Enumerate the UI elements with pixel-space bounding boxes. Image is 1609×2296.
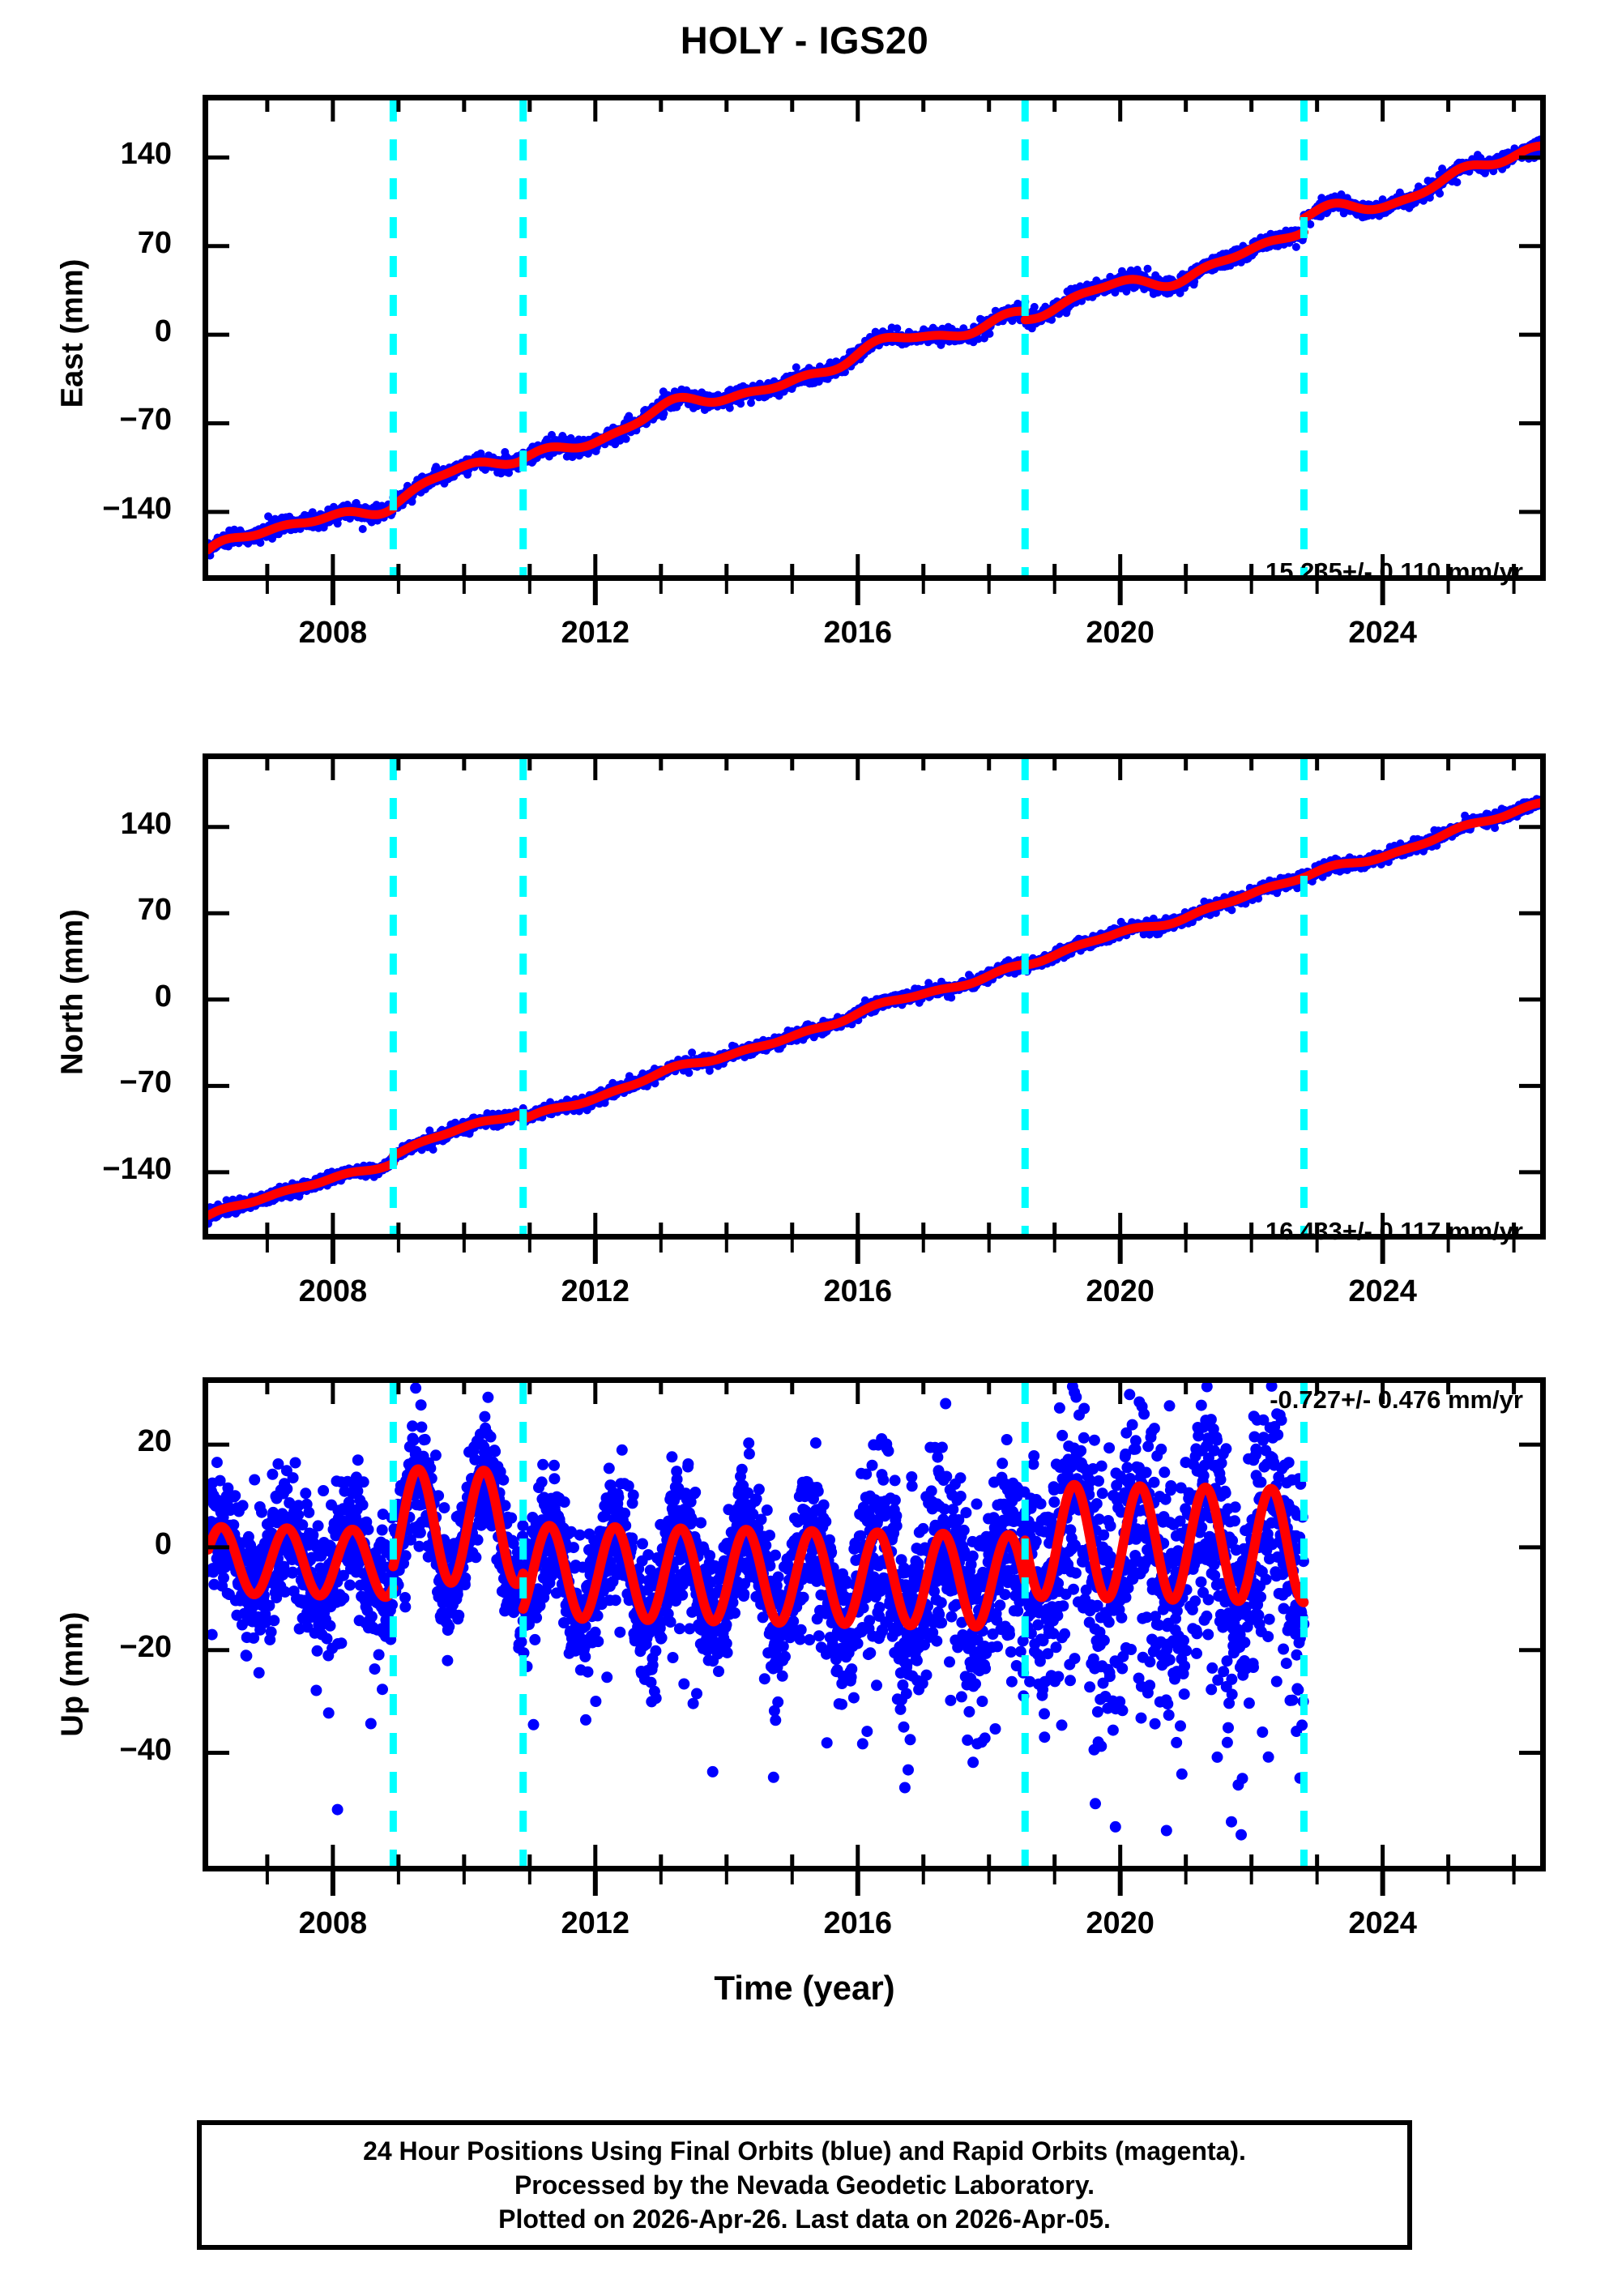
panel-east-plot-area [208, 100, 1540, 575]
panel-up-xtick-2024: 2024 [1348, 1906, 1417, 1940]
page-title: HOLY - IGS20 [680, 19, 929, 62]
panel-east-xtick-2012: 2012 [561, 616, 630, 650]
panel-north-xtick-2016: 2016 [823, 1274, 893, 1308]
model-line-segment-4 [1020, 1479, 1309, 1607]
panel-north-ytick-0: 0 [154, 979, 172, 1014]
panel-north-ytick-70: 70 [137, 893, 172, 928]
data-dots-segment-1 [208, 498, 398, 560]
model-line-segment-3 [518, 1521, 1031, 1632]
panel-east-xtick-2008: 2008 [298, 616, 368, 650]
panel-north-xtick-2024: 2024 [1348, 1274, 1417, 1308]
panel-north-xtick-2020: 2020 [1086, 1274, 1154, 1308]
caption-box: 24 Hour Positions Using Final Orbits (bl… [197, 2120, 1412, 2250]
model-fit [208, 141, 1540, 555]
panel-up-plot-area [208, 1383, 1540, 1866]
data-dots-segment-5 [1300, 135, 1540, 228]
data-dots-segment-3 [517, 1398, 1031, 1794]
panel-east-ytick-0: 0 [154, 314, 172, 349]
panel-east-xtick-2020: 2020 [1086, 616, 1154, 650]
panel-up-ytick-0: 0 [154, 1526, 172, 1561]
tick-marks [208, 100, 1540, 575]
caption-line-1: 24 Hour Positions Using Final Orbits (bl… [363, 2136, 1246, 2166]
panel-north-xtick-2012: 2012 [561, 1274, 630, 1308]
model-line-segment-3 [519, 306, 1030, 463]
caption-line-3: Plotted on 2026-Apr-26. Last data on 202… [498, 2204, 1111, 2234]
caption-line-2: Processed by the Nevada Geodetic Laborat… [514, 2170, 1095, 2200]
data-dots-segment-2 [387, 1383, 529, 1667]
model-fit [208, 1464, 1309, 1632]
panel-north-ytick-m70: −70 [119, 1065, 172, 1100]
x-axis-ticks-up [265, 1871, 1516, 1896]
panel-up-xtick-2012: 2012 [561, 1906, 630, 1940]
model-line-segment-3 [519, 959, 1030, 1125]
panel-east-ytick-m70: −70 [119, 403, 172, 437]
model-line-segment-1 [208, 503, 398, 555]
data-dots-segment-4 [1019, 1383, 1310, 1841]
x-axis-label: Time (year) [714, 1969, 895, 2007]
panel-east-xtick-2016: 2016 [823, 616, 893, 650]
panel-up-rate: -0.727+/- 0.476 mm/yr [1270, 1385, 1523, 1414]
panel-north-ytick-140: 140 [120, 806, 172, 841]
data-dots-segment-2 [389, 448, 527, 512]
panel-east-ytick-140: 140 [120, 137, 172, 172]
panel-east-rate: 15.235+/- 0.110 mm/yr [1265, 557, 1523, 586]
data-dots-segment-2 [389, 1103, 527, 1165]
panel-up-xtick-2020: 2020 [1086, 1906, 1154, 1940]
panel-north-plot-area [208, 759, 1540, 1234]
panel-north [203, 753, 1546, 1240]
model-line-segment-5 [1300, 141, 1540, 223]
panel-up [203, 1377, 1546, 1871]
model-line-segment-4 [1020, 228, 1308, 325]
data-dots-segment-1 [208, 1454, 399, 1816]
model-line-segment-2 [388, 1108, 528, 1161]
model-line-segment-2 [388, 1464, 528, 1590]
data-points [208, 1383, 1310, 1841]
model-line-segment-5 [1300, 798, 1540, 882]
break-lines [389, 100, 1308, 575]
model-fit [208, 798, 1540, 1220]
model-line-segment-1 [208, 1159, 398, 1220]
panel-east [203, 95, 1546, 581]
model-line-segment-2 [388, 455, 528, 510]
panel-up-xtick-2008: 2008 [298, 1906, 368, 1940]
panel-east-ytick-70: 70 [137, 225, 172, 260]
model-line-segment-4 [1020, 873, 1308, 970]
tick-marks [208, 1383, 1540, 1866]
panel-east-ytick-m140: −140 [102, 491, 172, 526]
x-axis-ticks-east [265, 581, 1516, 605]
panel-up-ytick-m40: −40 [119, 1732, 172, 1767]
panel-north-ytick-m140: −140 [102, 1151, 172, 1186]
panel-up-ytick-m20: −20 [119, 1629, 172, 1664]
x-axis-ticks-north [265, 1240, 1516, 1264]
break-lines [389, 759, 1308, 1234]
model-line-segment-1 [208, 1521, 399, 1603]
panel-north-rate: 16.433+/- 0.117 mm/yr [1265, 1217, 1523, 1245]
break-lines [389, 1383, 1308, 1866]
tick-marks [208, 759, 1540, 1234]
panel-up-ytick-20: 20 [137, 1424, 172, 1459]
panel-north-xtick-2008: 2008 [298, 1274, 368, 1308]
panel-up-xtick-2016: 2016 [823, 1906, 893, 1940]
panel-east-xtick-2024: 2024 [1348, 616, 1417, 650]
